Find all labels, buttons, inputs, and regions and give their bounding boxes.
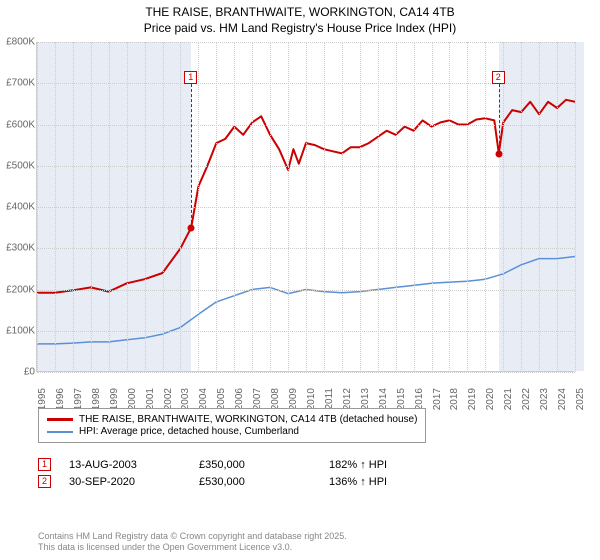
grid-vertical [163, 42, 164, 372]
x-tick-label: 2023 [539, 388, 550, 410]
footnote-price-2: £530,000 [199, 476, 329, 488]
footnote-marker-1: 1 [38, 458, 51, 471]
footnote-date-2: 30-SEP-2020 [69, 476, 199, 488]
grid-vertical [503, 42, 504, 372]
y-tick-label: £300K [1, 243, 35, 254]
grid-vertical [198, 42, 199, 372]
marker-dot-2 [495, 150, 502, 157]
grid-vertical [127, 42, 128, 372]
x-tick-label: 2017 [432, 388, 443, 410]
x-tick-label: 2021 [503, 388, 514, 410]
grid-vertical [324, 42, 325, 372]
y-tick-label: £600K [1, 119, 35, 130]
y-tick-label: £100K [1, 325, 35, 336]
grid-vertical [288, 42, 289, 372]
grid-vertical [396, 42, 397, 372]
x-tick-label: 2020 [485, 388, 496, 410]
grid-vertical [91, 42, 92, 372]
grid-vertical [234, 42, 235, 372]
footnote-row-2: 2 30-SEP-2020 £530,000 136% ↑ HPI [38, 475, 459, 488]
grid-vertical [73, 42, 74, 372]
marker-dot-1 [188, 224, 195, 231]
x-tick-label: 2024 [557, 388, 568, 410]
grid-vertical [378, 42, 379, 372]
grid-vertical [432, 42, 433, 372]
grid-vertical [180, 42, 181, 372]
y-tick-label: £400K [1, 202, 35, 213]
legend-label-price-paid: THE RAISE, BRANTHWAITE, WORKINGTON, CA14… [79, 414, 417, 425]
grid-vertical [270, 42, 271, 372]
chart-container: £0£100K£200K£300K£400K£500K£600K£700K£80… [36, 42, 596, 402]
marker-box-1: 1 [184, 71, 197, 84]
grid-vertical [414, 42, 415, 372]
grid-vertical [37, 42, 38, 372]
footnote-hpi-2: 136% ↑ HPI [329, 476, 459, 488]
title-line-2: Price paid vs. HM Land Registry's House … [10, 21, 590, 37]
attribution-line-2: This data is licensed under the Open Gov… [38, 542, 347, 554]
grid-horizontal [37, 372, 575, 373]
x-tick-label: 2025 [575, 388, 586, 410]
footnote-row-1: 1 13-AUG-2003 £350,000 182% ↑ HPI [38, 458, 459, 471]
y-tick-label: £700K [1, 78, 35, 89]
marker-dash [499, 84, 500, 154]
legend-swatch-hpi [47, 431, 73, 433]
footnotes-block: 1 13-AUG-2003 £350,000 182% ↑ HPI 2 30-S… [38, 454, 459, 492]
grid-vertical [575, 42, 576, 372]
y-tick-label: £800K [1, 37, 35, 48]
x-tick-label: 2011 [324, 388, 335, 410]
footnote-date-1: 13-AUG-2003 [69, 459, 199, 471]
footnote-hpi-1: 182% ↑ HPI [329, 459, 459, 471]
title-line-1: THE RAISE, BRANTHWAITE, WORKINGTON, CA14… [10, 5, 590, 21]
grid-vertical [306, 42, 307, 372]
x-tick-label: 2022 [521, 388, 532, 410]
footnote-marker-2: 2 [38, 475, 51, 488]
legend-box: THE RAISE, BRANTHWAITE, WORKINGTON, CA14… [38, 408, 426, 443]
grid-vertical [485, 42, 486, 372]
grid-vertical [557, 42, 558, 372]
grid-vertical [55, 42, 56, 372]
grid-vertical [467, 42, 468, 372]
plot-area: £0£100K£200K£300K£400K£500K£600K£700K£80… [36, 42, 574, 372]
x-tick-label: 2018 [449, 388, 460, 410]
attribution-line-1: Contains HM Land Registry data © Crown c… [38, 531, 347, 543]
marker-dash [191, 84, 192, 228]
legend-row-hpi: HPI: Average price, detached house, Cumb… [47, 426, 417, 437]
footnote-price-1: £350,000 [199, 459, 329, 471]
grid-vertical [539, 42, 540, 372]
grid-vertical [216, 42, 217, 372]
legend-swatch-price-paid [47, 418, 73, 421]
legend-row-price-paid: THE RAISE, BRANTHWAITE, WORKINGTON, CA14… [47, 414, 417, 425]
legend-label-hpi: HPI: Average price, detached house, Cumb… [79, 426, 299, 437]
attribution-text: Contains HM Land Registry data © Crown c… [38, 531, 347, 554]
grid-vertical [360, 42, 361, 372]
y-tick-label: £0 [1, 367, 35, 378]
y-tick-label: £500K [1, 160, 35, 171]
grid-vertical [145, 42, 146, 372]
grid-vertical [252, 42, 253, 372]
grid-vertical [521, 42, 522, 372]
y-tick-label: £200K [1, 284, 35, 295]
chart-title-block: THE RAISE, BRANTHWAITE, WORKINGTON, CA14… [0, 0, 600, 38]
x-tick-label: 2019 [467, 388, 478, 410]
grid-vertical [449, 42, 450, 372]
grid-vertical [342, 42, 343, 372]
grid-vertical [109, 42, 110, 372]
marker-box-2: 2 [492, 71, 505, 84]
